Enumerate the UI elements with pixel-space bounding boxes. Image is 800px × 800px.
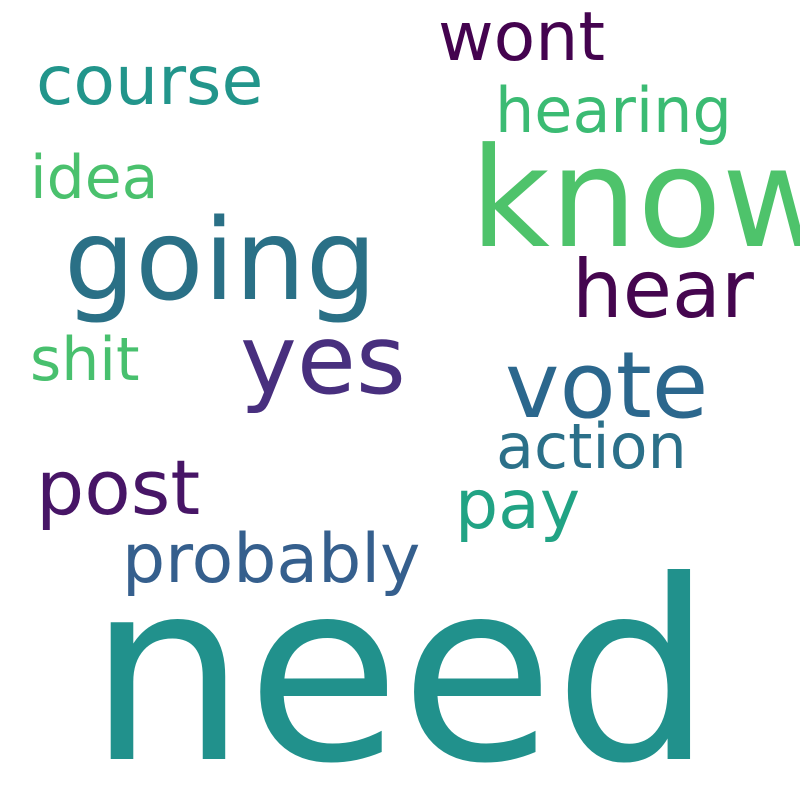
word-course: course xyxy=(36,42,264,121)
word-action: action xyxy=(496,410,687,483)
word-know: know xyxy=(470,118,800,279)
word-shit: shit xyxy=(30,325,140,395)
word-idea: idea xyxy=(30,143,159,213)
word-vote: vote xyxy=(505,332,709,439)
word-need: need xyxy=(88,527,713,800)
word-wont: wont xyxy=(438,0,605,77)
word-yes: yes xyxy=(240,304,406,416)
word-hearing: hearing xyxy=(495,74,732,147)
word-post: post xyxy=(36,443,201,532)
word-hear: hear xyxy=(572,243,754,336)
word-going: going xyxy=(64,196,377,326)
word-probably: probably xyxy=(122,520,421,599)
word-pay: pay xyxy=(455,466,581,545)
